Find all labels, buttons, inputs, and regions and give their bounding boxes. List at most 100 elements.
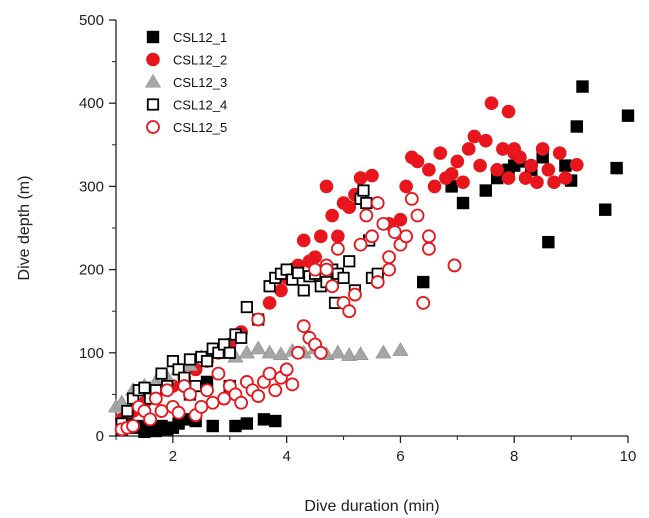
data-point — [261, 344, 278, 359]
data-point — [422, 162, 436, 177]
legend-item: CSL12_1 — [146, 30, 227, 45]
data-point — [308, 250, 322, 264]
data-point — [501, 104, 516, 119]
data-point — [251, 312, 266, 327]
x-tick-label: 2 — [169, 448, 177, 465]
data-point — [206, 419, 219, 433]
data-point — [421, 229, 436, 244]
data-point — [456, 175, 470, 190]
data-point — [269, 414, 282, 428]
data-point — [501, 171, 516, 185]
data-point — [417, 275, 430, 289]
data-point — [250, 340, 267, 355]
data-point — [444, 167, 459, 181]
data-point — [365, 229, 379, 244]
data-point — [280, 263, 293, 276]
data-point — [542, 235, 555, 249]
y-tick-label: 200 — [79, 262, 104, 279]
data-point — [382, 250, 396, 265]
data-point — [274, 283, 288, 298]
legend-label: CSL12_3 — [173, 75, 227, 90]
data-point — [353, 171, 368, 185]
data-point — [272, 346, 290, 361]
data-point — [547, 175, 561, 190]
legend-label: CSL12_5 — [173, 120, 227, 135]
data-point — [416, 295, 431, 310]
data-point — [348, 287, 362, 302]
x-ticks: 2 4 6 8 10 — [115, 436, 636, 465]
y-tick-label: 300 — [79, 178, 104, 195]
data-point — [450, 154, 465, 169]
data-point — [404, 191, 419, 206]
data-point — [279, 362, 294, 377]
data-point — [392, 342, 409, 356]
x-tick-label: 4 — [282, 448, 290, 465]
data-point — [217, 391, 231, 406]
data-point — [467, 129, 482, 144]
data-point — [359, 208, 374, 223]
data-point — [234, 395, 249, 410]
data-point — [530, 175, 544, 190]
data-point — [285, 377, 300, 392]
data-point — [490, 162, 504, 177]
y-tick-label: 500 — [79, 12, 104, 29]
data-point — [447, 258, 462, 273]
data-point — [319, 179, 334, 194]
data-point — [325, 279, 340, 294]
data-point — [200, 383, 214, 398]
data-point — [330, 241, 345, 256]
data-point — [393, 212, 408, 227]
data-point — [297, 284, 310, 297]
data-point — [229, 419, 242, 433]
data-point — [376, 216, 391, 231]
y-tick-label: 0 — [96, 428, 104, 445]
data-point — [479, 184, 492, 197]
legend-item: CSL12_5 — [146, 120, 227, 135]
data-point — [235, 331, 248, 344]
legend-marker — [146, 30, 160, 44]
data-point — [329, 344, 346, 359]
data-point — [610, 161, 623, 175]
data-point — [621, 109, 635, 122]
series-csl12-5 — [114, 191, 462, 437]
data-point — [194, 399, 209, 414]
data-point — [291, 266, 305, 280]
data-point — [387, 225, 402, 240]
data-point — [370, 196, 385, 210]
data-point — [559, 159, 572, 172]
data-point — [433, 146, 448, 160]
data-point — [262, 366, 277, 381]
data-point — [238, 344, 255, 359]
data-point — [143, 412, 158, 427]
y-ticks: 0 100 200 300 400 500 — [79, 12, 116, 445]
data-point — [365, 168, 379, 183]
data-point — [370, 275, 385, 289]
data-point — [148, 391, 163, 406]
data-point — [382, 262, 396, 277]
data-point — [353, 237, 368, 252]
data-point — [518, 171, 533, 185]
data-point — [223, 346, 236, 359]
data-point — [558, 171, 573, 185]
data-point — [570, 120, 583, 133]
data-point — [183, 353, 197, 366]
plot-points — [107, 80, 635, 439]
data-point — [421, 241, 436, 256]
y-axis-title: Dive depth (m) — [16, 176, 33, 281]
data-point — [427, 179, 442, 194]
data-point — [507, 142, 522, 156]
legend-marker — [146, 120, 160, 134]
data-point — [461, 142, 476, 156]
data-point — [478, 133, 493, 148]
data-point — [576, 80, 589, 93]
data-point — [360, 196, 373, 210]
data-point — [496, 142, 510, 156]
legend-label: CSL12_2 — [173, 53, 227, 68]
data-point — [205, 395, 220, 410]
data-point — [399, 229, 414, 244]
data-point — [331, 229, 345, 244]
legend-label: CSL12_4 — [173, 98, 227, 113]
data-point — [251, 389, 266, 403]
data-point — [240, 417, 254, 430]
